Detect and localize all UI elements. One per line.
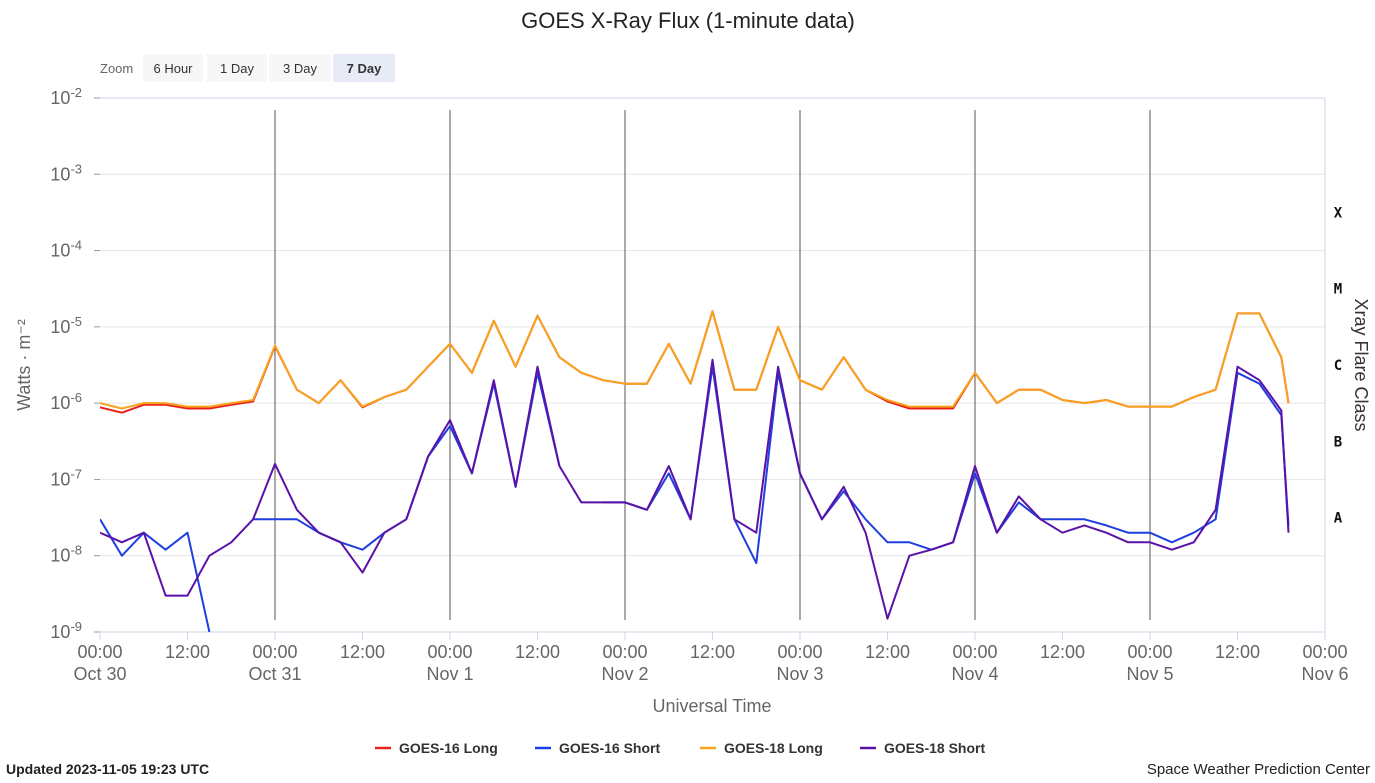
flare-class-label: A xyxy=(1334,511,1343,527)
flare-class-label: X xyxy=(1334,205,1343,221)
x-tick-label: Nov 3 xyxy=(776,664,823,684)
zoom-button[interactable]: 6 Hour xyxy=(143,54,203,82)
x-tick-label: Oct 31 xyxy=(248,664,301,684)
plot-area xyxy=(100,310,1290,633)
y-tick-label: 10-9 xyxy=(50,619,82,642)
x-tick-label: 12:00 xyxy=(340,642,385,662)
x-tick-label: Nov 6 xyxy=(1301,664,1348,684)
x-tick-label: 12:00 xyxy=(865,642,910,662)
x-tick-label: 00:00 xyxy=(1302,642,1347,662)
x-tick-label: Nov 5 xyxy=(1126,664,1173,684)
series-line xyxy=(100,310,1290,410)
x-tick-label: 00:00 xyxy=(952,642,997,662)
y-tick-base: 10 xyxy=(50,622,70,642)
zoom-button-bg xyxy=(207,54,267,82)
y-tick-exponent: -5 xyxy=(70,314,82,329)
y-tick-exponent: -3 xyxy=(70,161,82,176)
y-tick-base: 10 xyxy=(50,164,70,184)
legend-item[interactable]: GOES-18 Short xyxy=(860,740,985,756)
y-tick-label: 10-6 xyxy=(50,390,82,413)
y-tick-exponent: -7 xyxy=(70,466,82,481)
legend-item[interactable]: GOES-18 Long xyxy=(700,740,823,756)
x-tick-label: Nov 2 xyxy=(601,664,648,684)
x-tick-label: 00:00 xyxy=(77,642,122,662)
zoom-button-label: 3 Day xyxy=(283,61,317,76)
x-tick-label: 12:00 xyxy=(165,642,210,662)
zoom-button-label: 7 Day xyxy=(347,61,382,76)
x-tick-label: 00:00 xyxy=(427,642,472,662)
y-tick-label: 10-2 xyxy=(50,85,82,108)
zoom-button-bg xyxy=(143,54,203,82)
x-tick-label: Nov 1 xyxy=(426,664,473,684)
legend-label: GOES-16 Long xyxy=(399,740,498,756)
x-tick-label: 12:00 xyxy=(515,642,560,662)
x-tick-label: 12:00 xyxy=(1040,642,1085,662)
zoom-button-label: 6 Hour xyxy=(153,61,193,76)
x-tick-label: 12:00 xyxy=(690,642,735,662)
x-tick-label: 00:00 xyxy=(1127,642,1172,662)
y-axis-label: Watts · m⁻² xyxy=(14,319,34,411)
y-tick-label: 10-5 xyxy=(50,314,82,337)
y-tick-label: 10-3 xyxy=(50,161,82,184)
x-tick-label: Nov 4 xyxy=(951,664,998,684)
x-tick-label: 00:00 xyxy=(252,642,297,662)
legend-label: GOES-16 Short xyxy=(559,740,660,756)
y-tick-label: 10-7 xyxy=(50,466,82,489)
flare-class-label: C xyxy=(1334,358,1342,374)
legend-label: GOES-18 Long xyxy=(724,740,823,756)
grid xyxy=(94,97,1326,640)
y-tick-base: 10 xyxy=(50,317,70,337)
flare-class-label: M xyxy=(1334,282,1342,298)
legend-item[interactable]: GOES-16 Short xyxy=(535,740,660,756)
x-tick-label: 12:00 xyxy=(1215,642,1260,662)
x-tick-label: Oct 30 xyxy=(73,664,126,684)
legend-item[interactable]: GOES-16 Long xyxy=(375,740,498,756)
y2-axis-label: Xray Flare Class xyxy=(1351,298,1371,431)
zoom-button-bg xyxy=(269,54,331,82)
flare-class-label: B xyxy=(1334,434,1342,450)
x-tick-label: 00:00 xyxy=(777,642,822,662)
zoom-button-label: 1 Day xyxy=(220,61,254,76)
y-tick-exponent: -9 xyxy=(70,619,82,634)
zoom-button[interactable]: 7 Day xyxy=(333,54,395,82)
y-tick-base: 10 xyxy=(50,469,70,489)
x-axis-label: Universal Time xyxy=(652,696,771,716)
chart-title: GOES X-Ray Flux (1-minute data) xyxy=(521,8,855,33)
y-tick-base: 10 xyxy=(50,241,70,261)
zoom-button[interactable]: 1 Day xyxy=(207,54,267,82)
series-line xyxy=(100,358,1290,620)
zoom-label: Zoom xyxy=(100,61,133,76)
credit: Space Weather Prediction Center xyxy=(1147,761,1370,778)
y-tick-label: 10-8 xyxy=(50,543,82,566)
updated: Updated 2023-11-05 19:23 UTC xyxy=(6,761,209,777)
y-tick-base: 10 xyxy=(50,546,70,566)
x-tick-label: 00:00 xyxy=(602,642,647,662)
y-tick-label: 10-4 xyxy=(50,238,82,261)
legend-label: GOES-18 Short xyxy=(884,740,985,756)
y-tick-base: 10 xyxy=(50,88,70,108)
zoom-button-bg xyxy=(333,54,395,82)
y-tick-exponent: -4 xyxy=(70,238,82,253)
zoom-button[interactable]: 3 Day xyxy=(269,54,331,82)
y-tick-exponent: -8 xyxy=(70,543,82,558)
y-tick-exponent: -2 xyxy=(70,85,82,100)
y-tick-base: 10 xyxy=(50,393,70,413)
y-tick-exponent: -6 xyxy=(70,390,82,405)
